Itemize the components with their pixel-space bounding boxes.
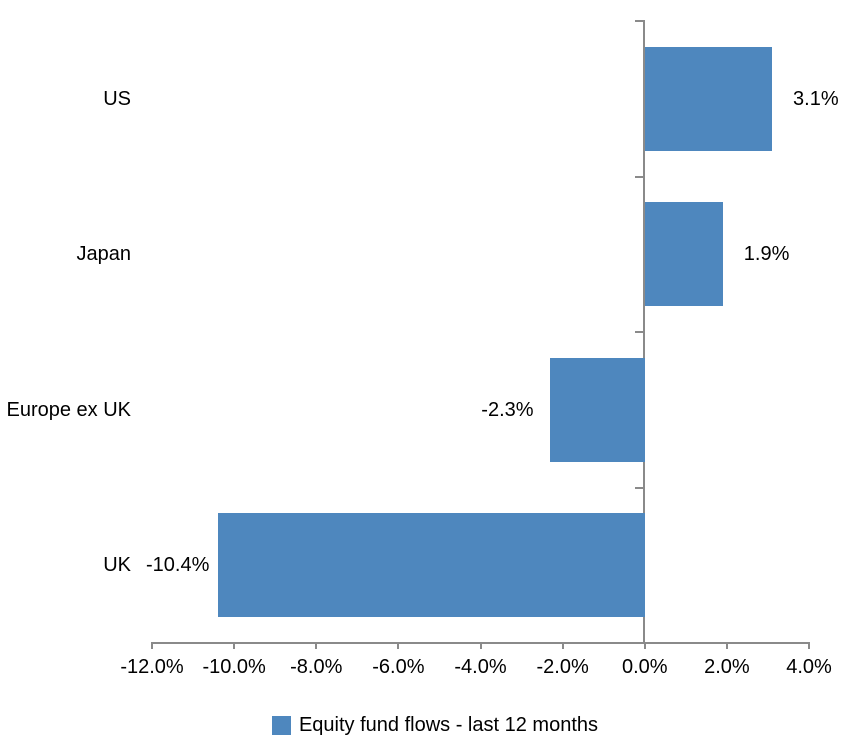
bar xyxy=(550,357,645,462)
category-label: Europe ex UK xyxy=(6,398,131,421)
x-tick-label: 2.0% xyxy=(704,656,750,678)
bar xyxy=(644,202,723,307)
x-tick-label: 0.0% xyxy=(621,656,668,678)
legend-label: Equity fund flows - last 12 months xyxy=(298,714,599,736)
bar-value-label: -2.3% xyxy=(481,398,534,421)
category-axis-tick xyxy=(635,486,644,489)
bar-value-label: 3.1% xyxy=(793,87,839,110)
x-axis-tick xyxy=(315,643,318,649)
x-axis-tick xyxy=(479,643,482,649)
x-tick-label: 4.0% xyxy=(786,656,832,678)
legend: Equity fund flows - last 12 months xyxy=(9,712,852,738)
x-tick-label: -10.0% xyxy=(202,656,266,678)
bar xyxy=(217,513,645,618)
category-label: Japan xyxy=(76,243,132,266)
x-axis-tick xyxy=(233,643,236,649)
x-axis-tick xyxy=(808,643,810,649)
x-tick-label: -6.0% xyxy=(372,656,425,678)
category-axis-tick xyxy=(635,20,644,22)
category-axis-tick xyxy=(635,331,644,333)
x-axis-tick xyxy=(725,643,728,649)
x-axis-tick xyxy=(151,643,153,649)
x-tick-label: -12.0% xyxy=(120,656,184,678)
category-label: US xyxy=(103,87,131,110)
x-tick-label: -8.0% xyxy=(290,656,343,678)
x-axis-tick xyxy=(561,643,564,649)
x-axis-tick xyxy=(397,643,400,649)
legend-swatch-icon xyxy=(271,715,291,735)
x-axis-tick xyxy=(643,643,646,649)
category-axis-tick xyxy=(635,175,644,178)
x-tick-label: -2.0% xyxy=(536,656,589,678)
bar-value-label: 1.9% xyxy=(743,243,790,266)
bar-value-label: -10.4% xyxy=(146,554,210,577)
category-label: UK xyxy=(103,554,131,577)
bar xyxy=(644,46,773,151)
category-axis-line xyxy=(643,20,646,644)
x-tick-label: -4.0% xyxy=(454,656,507,678)
